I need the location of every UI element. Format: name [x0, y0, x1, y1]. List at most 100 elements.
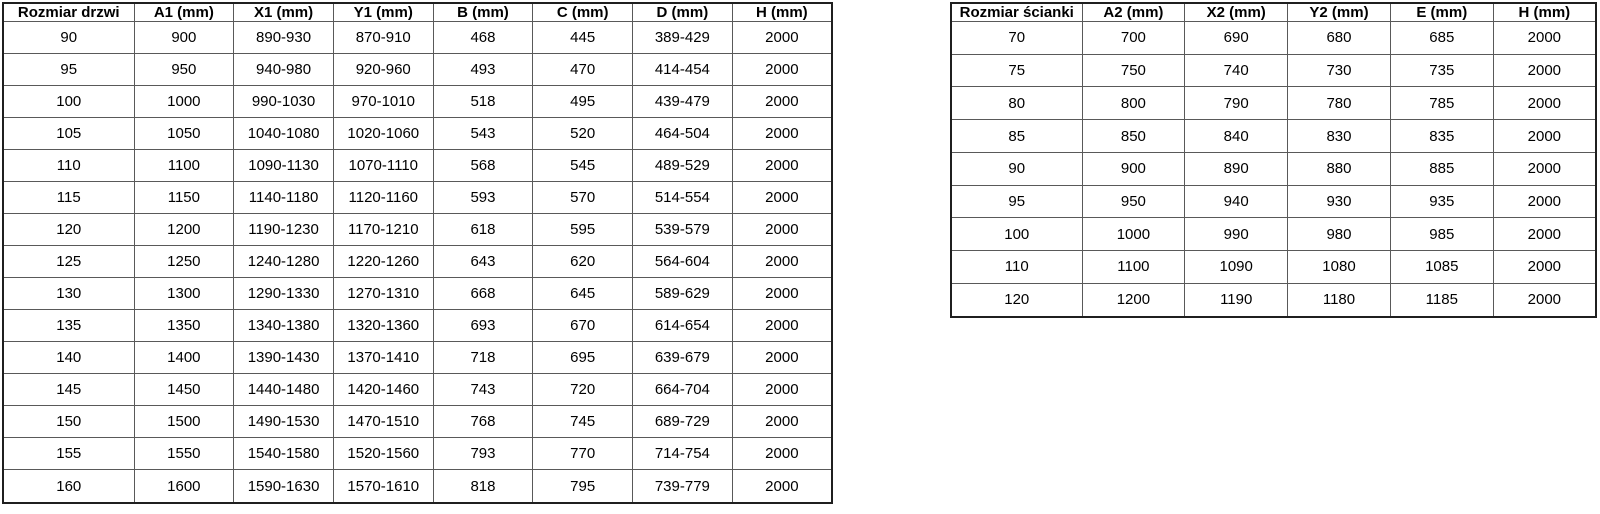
table-cell: 670 — [532, 309, 634, 343]
table-cell: 1420-1460 — [332, 373, 434, 407]
table-cell: 2000 — [731, 181, 833, 215]
table-cell: 464-504 — [632, 117, 733, 151]
table-cell: 900 — [133, 20, 235, 55]
table-cell: 100 — [2, 85, 135, 119]
column-header: H (mm) — [1492, 2, 1597, 22]
table-cell: 1400 — [133, 341, 235, 375]
table-cell: 643 — [432, 245, 534, 279]
table-cell: 780 — [1287, 86, 1391, 121]
table-cell: 2000 — [731, 373, 833, 407]
table-cell: 145 — [2, 373, 135, 407]
table-cell: 1170-1210 — [332, 213, 434, 247]
table-cell: 160 — [2, 469, 135, 504]
table-cell: 930 — [1287, 184, 1391, 219]
table-cell: 645 — [532, 277, 634, 311]
table-cell: 1390-1430 — [233, 341, 334, 375]
table-cell: 1040-1080 — [233, 117, 334, 151]
table-row: 150 1500 1490-1530 1470-1510 768 745 689-729 20… — [2, 405, 833, 439]
table-cell: 468 — [432, 20, 534, 55]
table-cell: 1570-1610 — [332, 469, 434, 504]
table-cell: 720 — [532, 373, 634, 407]
table-cell: 2000 — [1492, 217, 1597, 252]
table-cell: 95 — [950, 184, 1083, 219]
table-cell: 1500 — [133, 405, 235, 439]
table-cell: 2000 — [731, 277, 833, 311]
table-cell: 514-554 — [632, 181, 733, 215]
table-cell: 1340-1380 — [233, 309, 334, 343]
table-cell: 1080 — [1287, 250, 1391, 284]
table-cell: 1270-1310 — [332, 277, 434, 311]
table-row: 145 1450 1440-1480 1420-1460 743 720 664-704 20… — [2, 373, 833, 407]
table-cell: 125 — [2, 245, 135, 279]
table-cell: 414-454 — [632, 53, 733, 87]
table-cell: 90 — [2, 20, 135, 55]
table-cell: 493 — [432, 53, 534, 87]
table-cell: 1590-1630 — [233, 469, 334, 504]
table-cell: 545 — [532, 149, 634, 183]
table-cell: 1190 — [1184, 282, 1289, 318]
table-row: 90 900 890 880 885 2000 — [950, 151, 1597, 186]
table-row: 115 1150 1140-1180 1120-1160 593 570 514-554 20… — [2, 181, 833, 215]
table-cell: 1450 — [133, 373, 235, 407]
table-cell: 564-604 — [632, 245, 733, 279]
table-cell: 1240-1280 — [233, 245, 334, 279]
table-cell: 2000 — [1492, 119, 1597, 153]
table-cell: 793 — [432, 437, 534, 471]
table-cell: 2000 — [1492, 53, 1597, 88]
table-cell: 120 — [2, 213, 135, 247]
table-cell: 935 — [1389, 184, 1494, 219]
table-cell: 620 — [532, 245, 634, 279]
table-cell: 2000 — [731, 85, 833, 119]
table-cell: 880 — [1287, 151, 1391, 186]
table-cell: 1085 — [1389, 250, 1494, 284]
table-cell: 743 — [432, 373, 534, 407]
table-cell: 1185 — [1389, 282, 1494, 318]
table-cell: 735 — [1389, 53, 1494, 88]
table-cell: 1000 — [1081, 217, 1186, 252]
table-cell: 130 — [2, 277, 135, 311]
table-cell: 890 — [1184, 151, 1289, 186]
table-cell: 1490-1530 — [233, 405, 334, 439]
table-cell: 1320-1360 — [332, 309, 434, 343]
table-cell: 1050 — [133, 117, 235, 151]
table-cell: 1220-1260 — [332, 245, 434, 279]
table-row: 100 1000 990-1030 970-1010 518 495 439-479 2000 — [2, 85, 833, 119]
table-cell: 2000 — [1492, 184, 1597, 219]
table-cell: 668 — [432, 277, 534, 311]
table-cell: 2000 — [731, 437, 833, 471]
table-row: 70 700 690 680 685 2000 — [950, 21, 1597, 55]
table-cell: 1350 — [133, 309, 235, 343]
table-cell: 2000 — [731, 245, 833, 279]
table-cell: 970-1010 — [332, 85, 434, 119]
table-cell: 1190-1230 — [233, 213, 334, 247]
table-row: 95 950 940-980 920-960 493 470 414-454 2000 — [2, 53, 833, 87]
wall-size-table: Rozmiar ścianki A2 (mm) X2 (mm) Y2 (mm) E (m… — [950, 2, 1597, 318]
table-cell: 140 — [2, 341, 135, 375]
table-cell: 1200 — [133, 213, 235, 247]
column-header: D (mm) — [632, 2, 733, 22]
table-cell: 439-479 — [632, 85, 733, 119]
door-size-table: Rozmiar drzwi A1 (mm) X1 (mm) Y1 (mm) B (mm)… — [2, 2, 833, 504]
table-cell: 115 — [2, 181, 135, 215]
table-row: 95 950 940 930 935 2000 — [950, 184, 1597, 219]
table-cell: 1470-1510 — [332, 405, 434, 439]
table-cell: 739-779 — [632, 469, 733, 504]
table-cell: 2000 — [731, 149, 833, 183]
table-row: 75 750 740 730 735 2000 — [950, 53, 1597, 88]
table-cell: 1600 — [133, 469, 235, 504]
table-cell: 1550 — [133, 437, 235, 471]
table-cell: 740 — [1184, 53, 1289, 88]
table-cell: 135 — [2, 309, 135, 343]
table-cell: 2000 — [1492, 282, 1597, 318]
table-cell: 950 — [133, 53, 235, 87]
table-cell: 718 — [432, 341, 534, 375]
table-cell: 990 — [1184, 217, 1289, 252]
table-cell: 990-1030 — [233, 85, 334, 119]
table-cell: 2000 — [731, 341, 833, 375]
table-cell: 1290-1330 — [233, 277, 334, 311]
table-cell: 2000 — [731, 213, 833, 247]
table-cell: 1100 — [1081, 250, 1186, 284]
table-cell: 539-579 — [632, 213, 733, 247]
column-header: Rozmiar drzwi — [2, 2, 135, 22]
